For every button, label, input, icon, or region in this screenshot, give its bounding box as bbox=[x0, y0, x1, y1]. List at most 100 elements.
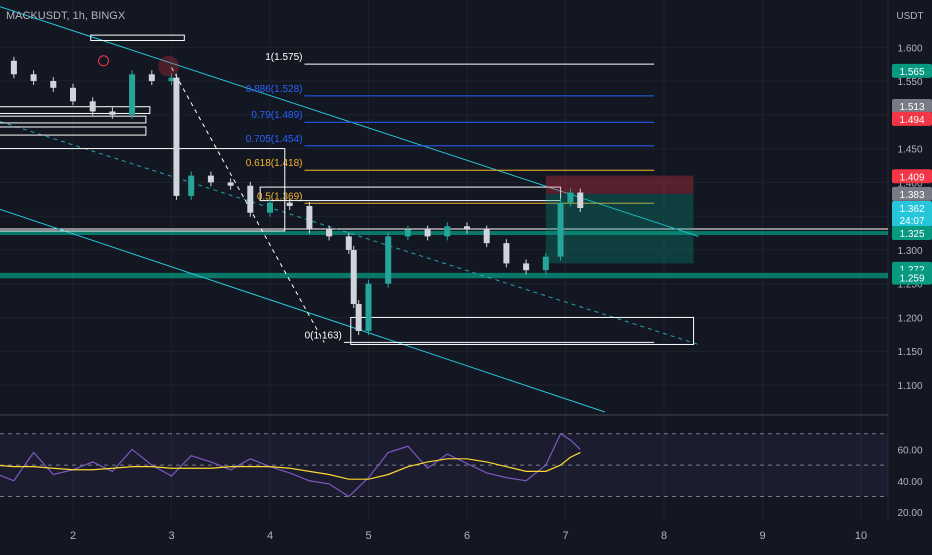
candle-body-11[interactable] bbox=[129, 74, 136, 115]
candle-body-35[interactable] bbox=[542, 256, 549, 271]
candle-body-15[interactable] bbox=[188, 175, 195, 196]
time-tick-1: 3 bbox=[168, 530, 174, 542]
rsi-tick-2: 20.00 bbox=[897, 508, 922, 519]
candle-body-23[interactable] bbox=[345, 236, 352, 250]
price-tick-6: 1.300 bbox=[897, 246, 922, 257]
swing-marker-2 bbox=[98, 55, 110, 67]
candle-body-24[interactable] bbox=[350, 249, 357, 304]
candle-body-25[interactable] bbox=[355, 303, 362, 331]
symbol-title[interactable]: MACKUSDT, 1h, BINGX bbox=[6, 10, 126, 22]
candle-body-32[interactable] bbox=[483, 229, 490, 244]
price-badge-2: 1.494 bbox=[899, 115, 924, 126]
fibonacci-retracement[interactable]: 1(1.575) 0.886(1.528) 0.79(1.489) 0.705(1.4… bbox=[246, 52, 655, 343]
box-left-2 bbox=[0, 115, 147, 124]
candle-body-31[interactable] bbox=[464, 226, 470, 230]
candle-body-38[interactable] bbox=[577, 192, 584, 209]
candle-body-29[interactable] bbox=[424, 229, 431, 237]
candle-body-27[interactable] bbox=[385, 236, 392, 284]
price-badge-6: 1.325 bbox=[899, 229, 924, 240]
price-badge-bg-6 bbox=[892, 226, 932, 241]
box-left-1 bbox=[0, 106, 151, 114]
price-badge-3: 1.409 bbox=[899, 172, 924, 183]
price-badge-1: 1.513 bbox=[899, 102, 924, 113]
candle-body-36[interactable] bbox=[557, 202, 564, 257]
candle-body-12[interactable] bbox=[148, 74, 155, 82]
rsi-line bbox=[0, 432, 581, 498]
price-tick-0: 1.600 bbox=[897, 43, 922, 54]
take-profit-zone bbox=[545, 193, 694, 264]
candle-body-28[interactable] bbox=[404, 229, 411, 237]
time-tick-3: 5 bbox=[365, 530, 371, 542]
candle-body-30[interactable] bbox=[444, 226, 451, 237]
candle-body-37[interactable] bbox=[567, 192, 574, 203]
candle-body-16[interactable] bbox=[207, 175, 214, 183]
support-zones bbox=[0, 228, 888, 279]
price-badge-7: 1.272 bbox=[899, 265, 924, 276]
candle-body-22[interactable] bbox=[326, 229, 333, 237]
box-left-3 bbox=[0, 126, 147, 136]
candle-body-18[interactable] bbox=[247, 185, 254, 213]
candle-body-20[interactable] bbox=[286, 202, 293, 206]
price-tick-10: 1.100 bbox=[897, 381, 922, 392]
time-tick-4: 6 bbox=[464, 530, 470, 542]
channel-mid-line bbox=[0, 121, 699, 345]
swing-high-marker bbox=[158, 55, 180, 77]
price-badge-bg-0 bbox=[892, 63, 932, 78]
fib-level-label-4: 0.618(1.418) bbox=[246, 158, 303, 169]
candle-body-14[interactable] bbox=[173, 77, 180, 196]
candle-body-9[interactable] bbox=[89, 101, 96, 112]
long-position-tool[interactable] bbox=[545, 175, 694, 264]
time-tick-8: 10 bbox=[855, 530, 867, 542]
price-tick-8: 1.200 bbox=[897, 313, 922, 324]
fib-level-label-2: 0.79(1.489) bbox=[251, 110, 302, 121]
candle-body-7[interactable] bbox=[50, 81, 57, 88]
fib-level-label-5: 0.5(1.369) bbox=[257, 191, 303, 202]
time-tick-7: 9 bbox=[759, 530, 765, 542]
price-tick-1: 1.550 bbox=[897, 77, 922, 88]
price-badge-bg-5 bbox=[892, 201, 932, 228]
stop-loss-zone bbox=[545, 175, 694, 194]
candle-body-5[interactable] bbox=[10, 60, 17, 75]
candle-body-17[interactable] bbox=[227, 182, 234, 186]
time-tick-0: 2 bbox=[70, 530, 76, 542]
candle-body-21[interactable] bbox=[306, 206, 313, 230]
price-badge-bg-1 bbox=[892, 99, 932, 114]
price-tick-4: 1.400 bbox=[897, 178, 922, 189]
candle-body-33[interactable] bbox=[503, 243, 510, 264]
price-badge-4: 1.383 bbox=[899, 190, 924, 201]
price-axis-unit: USDT bbox=[896, 11, 923, 22]
candle-body-34[interactable] bbox=[523, 263, 530, 271]
candle-body-10[interactable] bbox=[109, 111, 116, 115]
time-tick-6: 8 bbox=[661, 530, 667, 542]
fib-level-label-6: 0(1.163) bbox=[305, 330, 342, 341]
rsi-tick-1: 40.00 bbox=[897, 477, 922, 488]
support-zone-0 bbox=[0, 230, 888, 236]
grid-lines bbox=[0, 0, 889, 520]
price-tick-3: 1.450 bbox=[897, 145, 922, 156]
box-left-4 bbox=[0, 148, 286, 232]
time-tick-2: 4 bbox=[267, 530, 273, 542]
candle-body-13[interactable] bbox=[168, 77, 175, 82]
price-badge-0: 1.565 bbox=[899, 67, 924, 78]
candle-body-6[interactable] bbox=[30, 74, 37, 82]
price-badge-countdown: 24:07 bbox=[899, 216, 924, 227]
fib-level-label-1: 0.886(1.528) bbox=[246, 84, 303, 95]
price-tick-9: 1.150 bbox=[897, 347, 922, 358]
rsi-pane[interactable] bbox=[0, 432, 888, 498]
price-badge-bg-8 bbox=[892, 270, 932, 285]
box-mid bbox=[259, 186, 562, 202]
price-candles[interactable] bbox=[0, 30, 584, 335]
rsi-tick-0: 60.00 bbox=[897, 445, 922, 456]
fib-level-label-3: 0.705(1.454) bbox=[246, 134, 303, 145]
candle-body-19[interactable] bbox=[267, 202, 273, 213]
time-tick-5: 7 bbox=[562, 530, 568, 542]
candle-body-26[interactable] bbox=[365, 283, 372, 331]
axes: USDT1.6001.5501.5001.4501.4001.3501.3001… bbox=[70, 11, 932, 542]
annotation-boxes bbox=[0, 34, 695, 345]
price-badge-bg-4 bbox=[892, 186, 932, 201]
support-zone-1 bbox=[0, 272, 888, 279]
price-badge-bg-3 bbox=[892, 169, 932, 184]
candle-body-8[interactable] bbox=[70, 87, 76, 102]
